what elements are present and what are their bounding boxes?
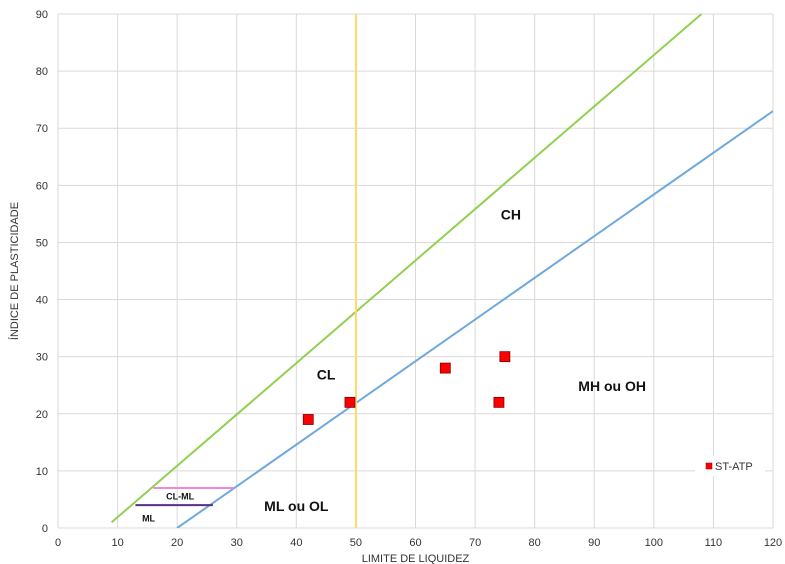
- u-line: [110, 14, 703, 524]
- tick-labels: 0 10 20 30 40 50 60 70 80 90 100 110 120 0 10 20 30 40 50 6…: [36, 9, 782, 549]
- data-point: [344, 396, 356, 408]
- legend-label-st-atp: ST-ATP: [715, 461, 753, 473]
- a-line: [176, 110, 773, 528]
- x-tick-label: 20: [171, 537, 183, 549]
- x-tick-label: 40: [290, 537, 302, 549]
- x-tick-label: 80: [529, 537, 541, 549]
- x-tick-label: 10: [111, 537, 123, 549]
- zone-cl-ml: CL-ML: [166, 491, 194, 501]
- y-tick-label: 50: [36, 237, 48, 249]
- data-points: [302, 351, 511, 425]
- x-tick-label: 120: [764, 537, 782, 549]
- data-point: [439, 362, 451, 374]
- y-tick-label: 20: [36, 409, 48, 421]
- y-tick-label: 30: [36, 352, 48, 364]
- y-tick-label: 40: [36, 295, 48, 307]
- data-point: [302, 414, 314, 425]
- zone-mh-oh: MH ou OH: [578, 378, 646, 394]
- x-tick-label: 70: [469, 537, 481, 549]
- x-tick-label: 50: [350, 537, 362, 549]
- y-tick-label: 0: [42, 523, 48, 535]
- zone-cl: CL: [317, 367, 336, 383]
- y-tick-label: 80: [36, 66, 48, 78]
- x-tick-label: 110: [705, 537, 723, 549]
- x-tick-label: 90: [588, 537, 600, 549]
- grid: [57, 13, 774, 529]
- zone-ml: ML: [142, 514, 155, 524]
- y-tick-label: 70: [36, 123, 48, 135]
- reference-lines: [110, 14, 773, 528]
- x-axis-title: LIMITE DE LIQUIDEZ: [362, 553, 470, 564]
- zone-ml-ol: ML ou OL: [264, 498, 329, 514]
- y-tick-label: 90: [36, 9, 48, 21]
- y-tick-label: 10: [36, 466, 48, 478]
- zone-labels: CH CL MH ou OH ML ou OL CL-ML ML: [142, 207, 646, 524]
- legend-marker-st-atp: [705, 462, 713, 470]
- y-tick-label: 60: [36, 180, 48, 192]
- x-tick-label: 60: [409, 537, 421, 549]
- zone-ch: CH: [501, 207, 521, 223]
- data-point: [499, 351, 511, 363]
- legend: ST-ATP: [695, 456, 765, 476]
- data-point: [493, 396, 505, 408]
- x-tick-label: 0: [55, 537, 61, 549]
- legend-background: [695, 456, 765, 476]
- x-tick-label: 30: [231, 537, 243, 549]
- y-axis-title: ÍNDICE DE PLASTICIDADE: [8, 202, 21, 340]
- x-tick-label: 100: [645, 537, 663, 549]
